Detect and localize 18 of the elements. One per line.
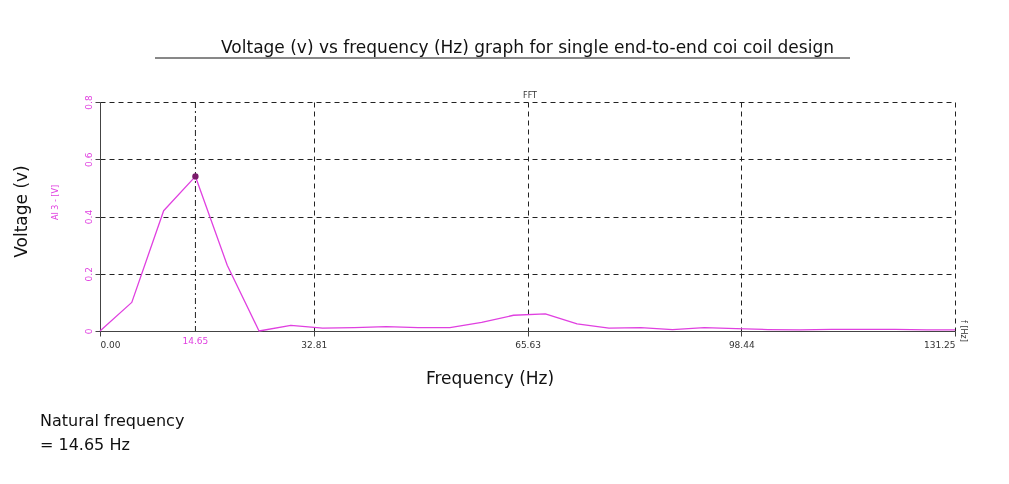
x-axis-title: Frequency (Hz) (425, 368, 555, 388)
y-tick-label: 0.6 (83, 152, 94, 167)
y-tick-label: 0 (83, 328, 94, 335)
text: Natural frequency = 14.65 Hz (40, 411, 185, 454)
y-tick-label: 0.4 (83, 209, 94, 225)
x-tick-label: 32.81 (301, 339, 328, 350)
ref-line-label: 14.65 (182, 336, 209, 346)
y-tick-label: 0.2 (83, 267, 94, 282)
y-axis-title: Voltage (v) (11, 165, 31, 258)
text: f [Hz] (959, 320, 968, 342)
text: FFT (523, 91, 538, 100)
x-tick-label: 98.44 (728, 339, 755, 350)
x-tick-label: 131.25 (924, 339, 956, 350)
y-tick-label: 0.8 (83, 95, 94, 110)
x-tick-label: 0.00 (100, 339, 121, 350)
text: AI 3 - [V] (51, 184, 60, 221)
chart-title: Voltage (v) vs frequency (Hz) graph for single end-to-end coi coil design (221, 37, 834, 57)
x-tick-label: 65.63 (515, 339, 541, 350)
